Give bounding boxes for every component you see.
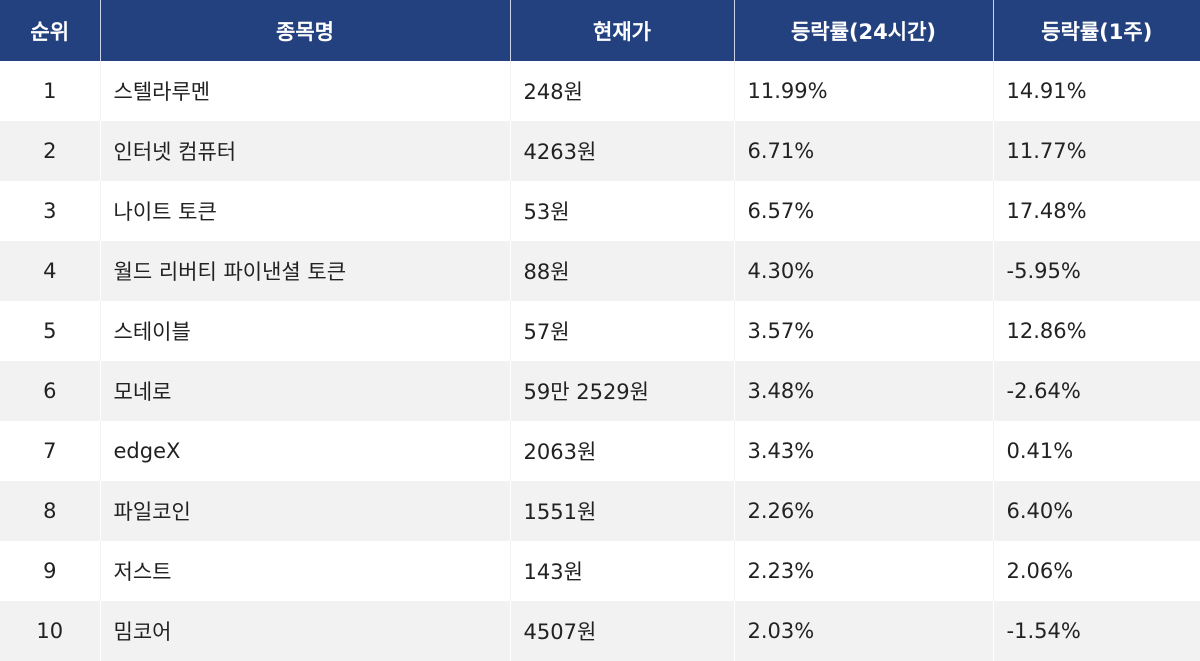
change-24h-cell: 3.57% bbox=[734, 301, 994, 361]
price-cell: 57원 bbox=[510, 301, 735, 361]
name-cell: 인터넷 컴퓨터 bbox=[100, 121, 511, 181]
name-cell: 파일코인 bbox=[100, 481, 511, 541]
change-1w-cell: 2.06% bbox=[1006, 559, 1074, 583]
rank-cell: 5 bbox=[0, 301, 101, 361]
change-1w-cell: -2.64% bbox=[1006, 379, 1081, 403]
rank-cell: 8 bbox=[0, 481, 101, 541]
header-name: 종목명 bbox=[100, 0, 511, 61]
change-1w-cell: 0.41% bbox=[1006, 439, 1074, 463]
change-24h-cell: 3.43% bbox=[734, 421, 994, 481]
change-24h-cell: 4.30% bbox=[734, 241, 994, 301]
price-cell: 248원 bbox=[510, 61, 735, 121]
change-1w-cell: -5.95% bbox=[1006, 259, 1081, 283]
name-cell: 나이트 토큰 bbox=[100, 181, 511, 241]
table-row: 2 인터넷 컴퓨터 4263원 6.71% 11.77% bbox=[0, 121, 1200, 181]
name-cell: 밈코어 bbox=[100, 601, 511, 661]
rank-cell: 9 bbox=[0, 541, 101, 601]
change-1w-cell: 14.91% bbox=[1006, 79, 1087, 103]
change-1w-cell: 6.40% bbox=[1006, 499, 1074, 523]
name-cell: 모네로 bbox=[100, 361, 511, 421]
rank-cell: 4 bbox=[0, 241, 101, 301]
table-row: 7 edgeX 2063원 3.43% 0.41% bbox=[0, 421, 1200, 481]
rank-cell: 3 bbox=[0, 181, 101, 241]
change-24h-cell: 2.23% bbox=[734, 541, 994, 601]
price-cell: 88원 bbox=[510, 241, 735, 301]
header-change-1w: 등락률(1주) bbox=[1041, 19, 1153, 44]
table-row: 3 나이트 토큰 53원 6.57% 17.48% bbox=[0, 181, 1200, 241]
table-row: 8 파일코인 1551원 2.26% 6.40% bbox=[0, 481, 1200, 541]
change-24h-cell: 3.48% bbox=[734, 361, 994, 421]
table-row: 10 밈코어 4507원 2.03% -1.54% bbox=[0, 601, 1200, 661]
change-1w-cell: 12.86% bbox=[1006, 319, 1087, 343]
name-cell: edgeX bbox=[100, 421, 511, 481]
name-cell: 스테이블 bbox=[100, 301, 511, 361]
table-row: 1 스텔라루멘 248원 11.99% 14.91% bbox=[0, 61, 1200, 121]
price-cell: 4507원 bbox=[510, 601, 735, 661]
change-1w-cell: 11.77% bbox=[1006, 139, 1087, 163]
rank-cell: 6 bbox=[0, 361, 101, 421]
name-cell: 월드 리버티 파이낸셜 토큰 bbox=[100, 241, 511, 301]
table-row: 4 월드 리버티 파이낸셜 토큰 88원 4.30% -5.95% bbox=[0, 241, 1200, 301]
price-cell: 53원 bbox=[510, 181, 735, 241]
change-24h-cell: 2.03% bbox=[734, 601, 994, 661]
change-24h-cell: 2.26% bbox=[734, 481, 994, 541]
change-24h-cell: 11.99% bbox=[734, 61, 994, 121]
change-1w-cell: -1.54% bbox=[1006, 619, 1081, 643]
table-header: 순위 종목명 현재가 등락률(24시간) 등락률(1주) bbox=[0, 0, 1200, 61]
header-change-24h: 등락률(24시간) bbox=[734, 0, 994, 61]
rank-cell: 2 bbox=[0, 121, 101, 181]
table-row: 5 스테이블 57원 3.57% 12.86% bbox=[0, 301, 1200, 361]
name-cell: 스텔라루멘 bbox=[100, 61, 511, 121]
rank-cell: 7 bbox=[0, 421, 101, 481]
price-cell: 2063원 bbox=[510, 421, 735, 481]
rank-cell: 10 bbox=[0, 601, 101, 661]
price-cell: 59만 2529원 bbox=[510, 361, 735, 421]
price-cell: 1551원 bbox=[510, 481, 735, 541]
price-cell: 143원 bbox=[510, 541, 735, 601]
price-cell: 4263원 bbox=[510, 121, 735, 181]
change-1w-cell: 17.48% bbox=[1006, 199, 1087, 223]
change-24h-cell: 6.71% bbox=[734, 121, 994, 181]
change-24h-cell: 6.57% bbox=[734, 181, 994, 241]
table-row: 6 모네로 59만 2529원 3.48% -2.64% bbox=[0, 361, 1200, 421]
rank-cell: 1 bbox=[0, 61, 101, 121]
header-price: 현재가 bbox=[510, 0, 735, 61]
name-cell: 저스트 bbox=[100, 541, 511, 601]
table-row: 9 저스트 143원 2.23% 2.06% bbox=[0, 541, 1200, 601]
header-rank: 순위 bbox=[0, 0, 101, 61]
table-body: 1 스텔라루멘 248원 11.99% 14.91% 2 인터넷 컴퓨터 426… bbox=[0, 61, 1200, 661]
header-row: 순위 종목명 현재가 등락률(24시간) 등락률(1주) bbox=[0, 0, 1200, 61]
